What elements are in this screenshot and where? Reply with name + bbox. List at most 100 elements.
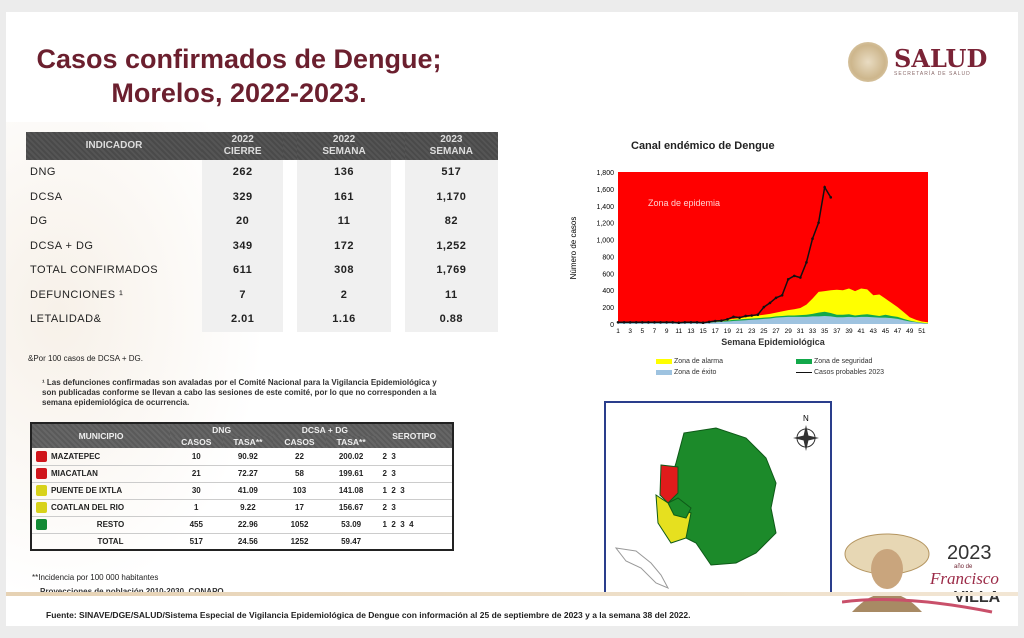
source-note: Fuente: SINAVE/DGE/SALUD/Sistema Especia… xyxy=(46,610,691,620)
y-tick-label: 800 xyxy=(602,254,614,261)
x-tick-label: 7 xyxy=(653,328,657,335)
risk-color-swatch xyxy=(36,519,47,530)
risk-color-swatch xyxy=(36,502,47,513)
indicator-value: 1,769 xyxy=(404,258,498,283)
casos-point xyxy=(701,321,705,325)
x-tick-label: 11 xyxy=(675,328,682,335)
salud-logo: SALUD SECRETARÍA DE SALUD xyxy=(848,42,987,82)
serotipo: 1 2 3 4 xyxy=(376,516,453,534)
y-tick-label: 200 xyxy=(602,305,614,312)
y-tick-label: 0 xyxy=(610,322,614,329)
indicator-value: 136 xyxy=(297,160,391,185)
x-tick-label: 23 xyxy=(748,328,756,335)
indicator-value: 0.88 xyxy=(404,307,498,332)
casos-point xyxy=(616,321,620,324)
compass-icon xyxy=(793,425,819,451)
page-title: Casos confirmados de Dengue; Morelos, 20… xyxy=(24,42,454,110)
casos-point xyxy=(732,315,735,319)
x-tick-label: 25 xyxy=(760,328,768,335)
indicator-value: 1.16 xyxy=(297,307,391,332)
x-tick-label: 37 xyxy=(833,328,841,335)
x-tick-label: 5 xyxy=(641,328,645,335)
municipio-name: RESTO xyxy=(51,516,171,534)
risk-color-swatch xyxy=(36,485,47,496)
footer-bar xyxy=(6,592,1018,596)
y-tick-label: 1,200 xyxy=(596,221,614,228)
casos-point xyxy=(792,274,796,278)
indicator-label: TOTAL CONFIRMADOS xyxy=(30,264,159,277)
indicator-value: 517 xyxy=(404,160,498,185)
indicators-table: INDICADOR 2022 CIERRE 2022 SEMANA 2023 SEMA… xyxy=(26,132,498,332)
municipio-name: PUENTE DE IXTLA xyxy=(51,482,171,500)
indicator-row: LETALIDAD& 2.01 1.16 0.88 xyxy=(26,307,498,332)
casos-point xyxy=(634,321,638,324)
casos-point xyxy=(805,261,808,264)
indicator-row: DNG 262 136 517 xyxy=(26,160,498,185)
municipio-name: COATLAN DEL RIO xyxy=(51,499,171,517)
casos-point xyxy=(713,319,717,323)
header-dng: DNG xyxy=(170,423,274,436)
casos-point xyxy=(707,320,711,324)
indicator-value: 2 xyxy=(297,282,391,307)
casos-point xyxy=(768,301,772,305)
municipio-name: MIACATLAN xyxy=(51,465,171,483)
legend-alarma: Zona de alarma xyxy=(656,358,796,365)
casos-point xyxy=(665,321,668,324)
x-tick-label: 15 xyxy=(699,328,707,335)
indicator-label: DNG xyxy=(30,166,56,179)
casos-point xyxy=(720,319,723,322)
y-axis-label: Número de casos xyxy=(569,217,578,280)
indicator-value: 7 xyxy=(202,282,284,307)
indicator-value: 2.01 xyxy=(202,307,284,332)
map-region-red xyxy=(659,464,679,504)
casos-point xyxy=(659,321,662,324)
serotipo: 1 2 3 xyxy=(376,482,453,500)
casos-point xyxy=(786,277,790,281)
casos-point xyxy=(829,196,833,199)
indicator-value: 11 xyxy=(404,282,498,307)
municipios-table: MUNICIPIO DNG DCSA + DG SEROTIPO CASOS TA… xyxy=(30,422,454,551)
municipio-row: COATLAN DEL RIO 1 9.22 17 156.67 2 3 xyxy=(31,499,453,517)
indicator-value: 82 xyxy=(404,209,498,234)
svg-text:año de: año de xyxy=(954,564,973,570)
x-tick-label: 31 xyxy=(797,328,805,335)
serotipo: 2 3 xyxy=(376,499,453,517)
indicator-value: 11 xyxy=(297,209,391,234)
x-tick-label: 41 xyxy=(858,328,866,335)
municipio-row: RESTO 455 22.96 1052 53.09 1 2 3 4 xyxy=(31,516,453,534)
casos-point xyxy=(780,293,784,297)
casos-point xyxy=(622,321,626,324)
y-tick-label: 1,400 xyxy=(596,204,614,211)
risk-color-swatch xyxy=(36,450,47,462)
indicator-value: 1,170 xyxy=(404,184,498,209)
note-proyecciones: Proyecciones de población 2010-2030, CON… xyxy=(40,587,226,596)
municipio-row: MIACATLAN 21 72.27 58 199.61 2 3 xyxy=(31,465,453,483)
header-2022-semana: 2022 SEMANA xyxy=(297,132,391,160)
mexico-inset xyxy=(614,547,670,590)
x-tick-label: 51 xyxy=(918,328,926,335)
casos-point xyxy=(762,305,766,309)
indicator-label: DG xyxy=(30,215,48,228)
legend-seguridad: Zona de seguridad xyxy=(796,358,916,365)
x-tick-label: 1 xyxy=(616,328,620,335)
indicator-row: DCSA + DG 349 172 1,252 xyxy=(26,233,498,258)
casos-point xyxy=(817,221,820,224)
morelos-map: N xyxy=(604,401,832,596)
total-row: TOTAL 517 24.56 1252 59.47 xyxy=(31,533,453,551)
indicator-value: 611 xyxy=(202,258,284,283)
indicator-value: 172 xyxy=(297,233,391,258)
note-letalidad: &Por 100 casos de DCSA + DG. xyxy=(28,354,143,363)
x-tick-label: 45 xyxy=(882,328,890,335)
slide: Casos confirmados de Dengue; Morelos, 20… xyxy=(6,12,1018,626)
casos-point xyxy=(628,321,632,324)
indicator-label: LETALIDAD& xyxy=(30,313,102,326)
casos-point xyxy=(750,314,754,317)
serotipo: 2 3 xyxy=(376,465,453,483)
x-tick-label: 29 xyxy=(785,328,793,335)
svg-text:Francisco: Francisco xyxy=(929,569,999,588)
casos-point xyxy=(689,321,693,324)
annotation-zona-epidemia: Zona de epidemia xyxy=(648,198,720,208)
note-defunciones: ¹ Las defunciones confirmadas son avalad… xyxy=(42,378,437,407)
chart-legend: Zona de alarma Zona de seguridad Zona de… xyxy=(656,358,916,376)
